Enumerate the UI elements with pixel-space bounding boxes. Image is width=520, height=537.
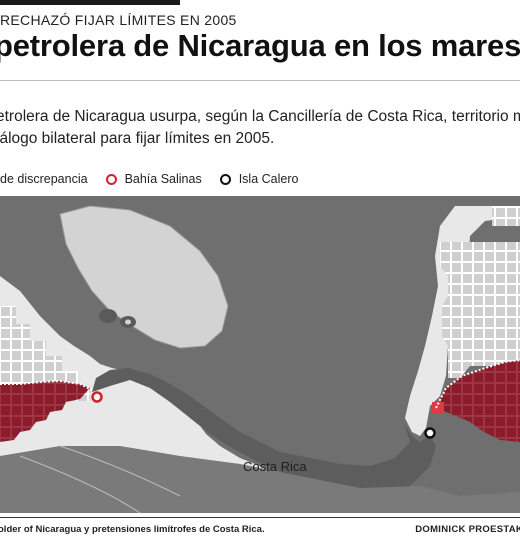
kicker: RECHAZÓ FIJAR LÍMITES EN 2005	[0, 12, 237, 28]
legend-item-zone: de discrepancia	[0, 172, 88, 186]
bahia-salinas-marker	[91, 391, 103, 403]
top-accent-bar	[0, 0, 180, 5]
divider	[0, 80, 520, 81]
black-ring-icon	[219, 173, 231, 185]
contour-2	[19, 455, 141, 513]
legend-label-bahia-salinas: Bahía Salinas	[124, 172, 202, 186]
pacific-blocks	[0, 306, 90, 401]
legend: de discrepancia Bahía Salinas Isla Caler…	[0, 172, 316, 186]
red-ring-icon	[105, 173, 117, 185]
author: DOMINICK PROESTAKI	[415, 524, 520, 535]
pacific-boundary-line	[0, 379, 93, 391]
caribbean-blocks	[440, 242, 520, 378]
deck: etrolera de Nicaragua usurpa, según la C…	[0, 106, 520, 150]
country-label: Costa Rica	[243, 459, 307, 474]
headline: petrolera de Nicaragua en los mares	[0, 28, 520, 63]
legend-item-isla-calero: Isla Calero	[219, 172, 299, 186]
lake-nicaragua	[59, 205, 229, 349]
legend-item-bahia-salinas: Bahía Salinas	[105, 172, 202, 186]
calero-highlight	[432, 402, 444, 414]
costa-rica-land	[92, 368, 436, 496]
isla-calero-marker	[424, 427, 436, 439]
contour-1	[59, 445, 181, 497]
caribbean-dispute-zone	[436, 360, 520, 442]
southern-land	[0, 446, 520, 513]
pacific-dispute-zone	[0, 381, 90, 442]
map-svg: Costa Rica	[0, 196, 520, 513]
legend-label-zone: de discrepancia	[0, 172, 88, 186]
caribbean-blocks-north	[492, 206, 520, 226]
footer-rule	[0, 517, 520, 537]
lake-island-1	[99, 309, 117, 323]
lake-island-crater	[125, 319, 131, 325]
legend-label-isla-calero: Isla Calero	[238, 172, 299, 186]
deck-line-1: etrolera de Nicaragua usurpa, según la C…	[0, 108, 520, 125]
map: Costa Rica	[0, 196, 520, 513]
credit: older of Nicaragua y pretensiones limítr…	[0, 524, 265, 535]
deck-line-2: iálogo bilateral para fijar límites en 2…	[0, 130, 275, 147]
